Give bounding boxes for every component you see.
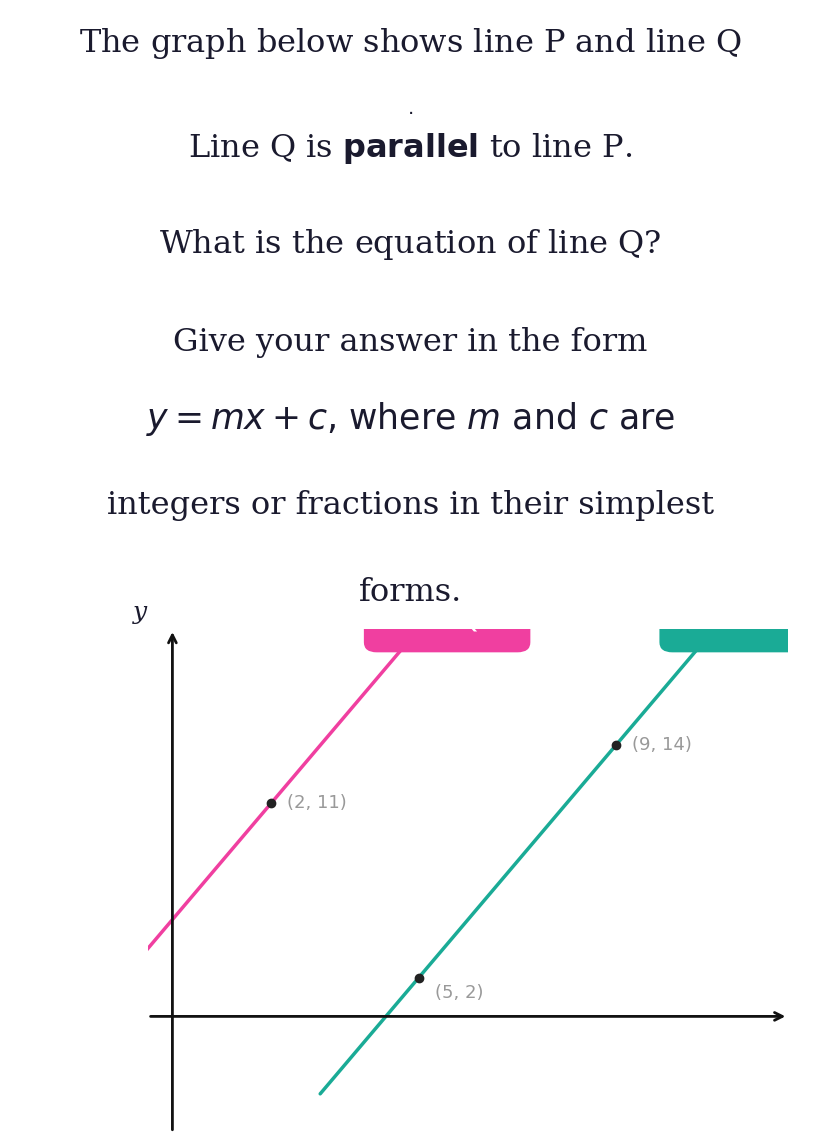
Text: y: y (133, 601, 148, 625)
Text: Line Q: Line Q (415, 614, 479, 633)
Text: Line P: Line P (712, 614, 773, 633)
Text: (5, 2): (5, 2) (435, 984, 484, 1002)
Text: integers or fractions in their simplest: integers or fractions in their simplest (107, 490, 714, 521)
Text: (2, 11): (2, 11) (287, 794, 346, 812)
FancyBboxPatch shape (364, 595, 530, 652)
FancyBboxPatch shape (659, 595, 821, 652)
Text: Give your answer in the form: Give your answer in the form (173, 327, 648, 358)
Text: Line $\mathdefault{Q}$ is $\mathbf{parallel}$ to line $\mathdefault{P}$.: Line $\mathdefault{Q}$ is $\mathbf{paral… (188, 132, 633, 166)
Text: What is the equation of line $\mathdefault{Q}$?: What is the equation of line $\mathdefau… (159, 228, 662, 262)
Text: The graph below shows line $\mathdefault{P}$ and line $\mathdefault{Q}$: The graph below shows line $\mathdefault… (79, 25, 742, 61)
Text: .: . (407, 100, 414, 118)
Text: $y = mx + c$, where $m$ and $c$ are: $y = mx + c$, where $m$ and $c$ are (146, 400, 675, 438)
Text: (9, 14): (9, 14) (632, 737, 691, 754)
Text: forms.: forms. (359, 577, 462, 607)
